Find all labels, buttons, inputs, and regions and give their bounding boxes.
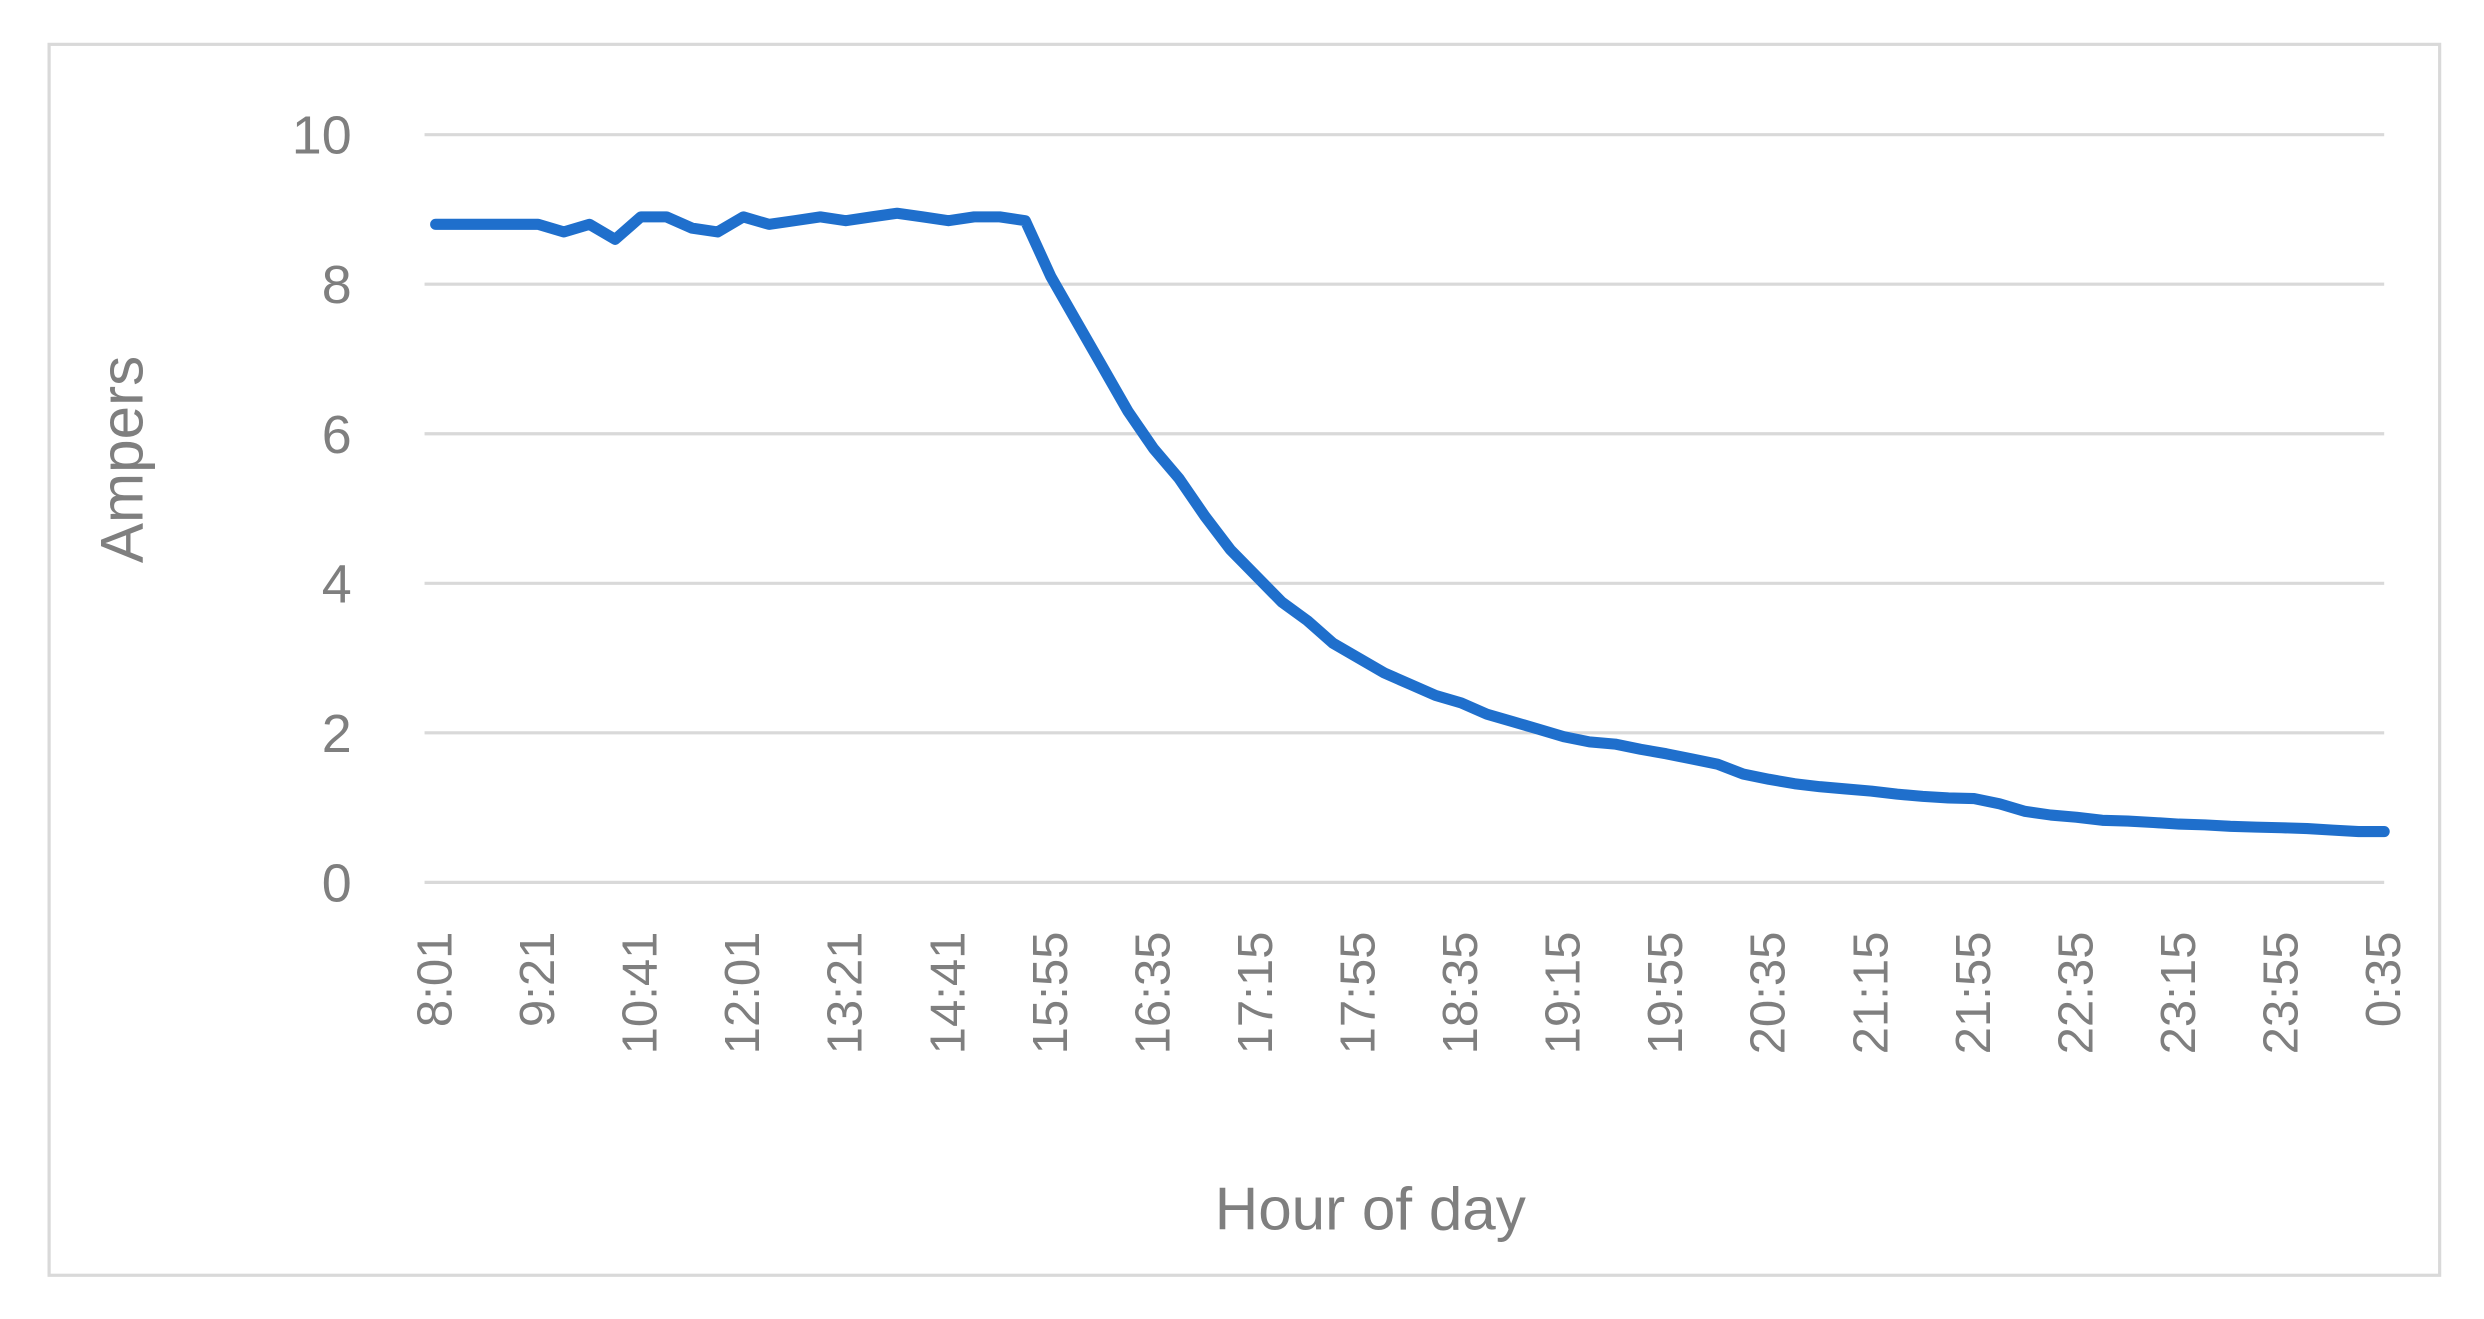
- x-tick-label: 23:55: [2254, 932, 2308, 1055]
- y-tick-label: 0: [322, 853, 352, 913]
- data-line: [430, 207, 2390, 838]
- x-tick-label: 18:35: [1434, 932, 1488, 1055]
- x-tick-label: 8:01: [408, 932, 462, 1028]
- x-tick-label: 20:35: [1742, 932, 1796, 1055]
- x-tick-label: 22:35: [2049, 932, 2103, 1055]
- x-tick-label: 10:41: [614, 932, 668, 1055]
- x-tick-label: 21:55: [1947, 932, 2001, 1055]
- x-tick-label: 19:55: [1639, 932, 1693, 1055]
- y-tick-label: 10: [292, 106, 352, 166]
- y-tick-label: 6: [322, 405, 352, 465]
- x-tick-label: 17:15: [1229, 932, 1283, 1055]
- x-tick-label: 19:15: [1537, 932, 1591, 1055]
- x-tick-label: 17:55: [1331, 932, 1385, 1055]
- x-tick-label: 15:55: [1024, 932, 1078, 1055]
- chart-frame: [47, 42, 2442, 1277]
- y-tick-label: 4: [322, 554, 352, 614]
- y-tick-label: 2: [322, 704, 352, 764]
- x-tick-label: 9:21: [511, 932, 565, 1028]
- x-axis-title: Hour of day: [1215, 1175, 1526, 1242]
- x-tick-label: 16:35: [1126, 932, 1180, 1055]
- x-tick-label: 0:35: [2357, 932, 2411, 1028]
- x-tick-label: 12:01: [716, 932, 770, 1055]
- y-tick-label: 8: [322, 255, 352, 315]
- x-tick-label: 14:41: [921, 932, 975, 1055]
- x-tick-label: 13:21: [819, 932, 873, 1055]
- x-tick-label: 23:15: [2152, 932, 2206, 1055]
- y-axis-title: Ampers: [89, 356, 156, 563]
- x-tick-label: 21:15: [1844, 932, 1898, 1055]
